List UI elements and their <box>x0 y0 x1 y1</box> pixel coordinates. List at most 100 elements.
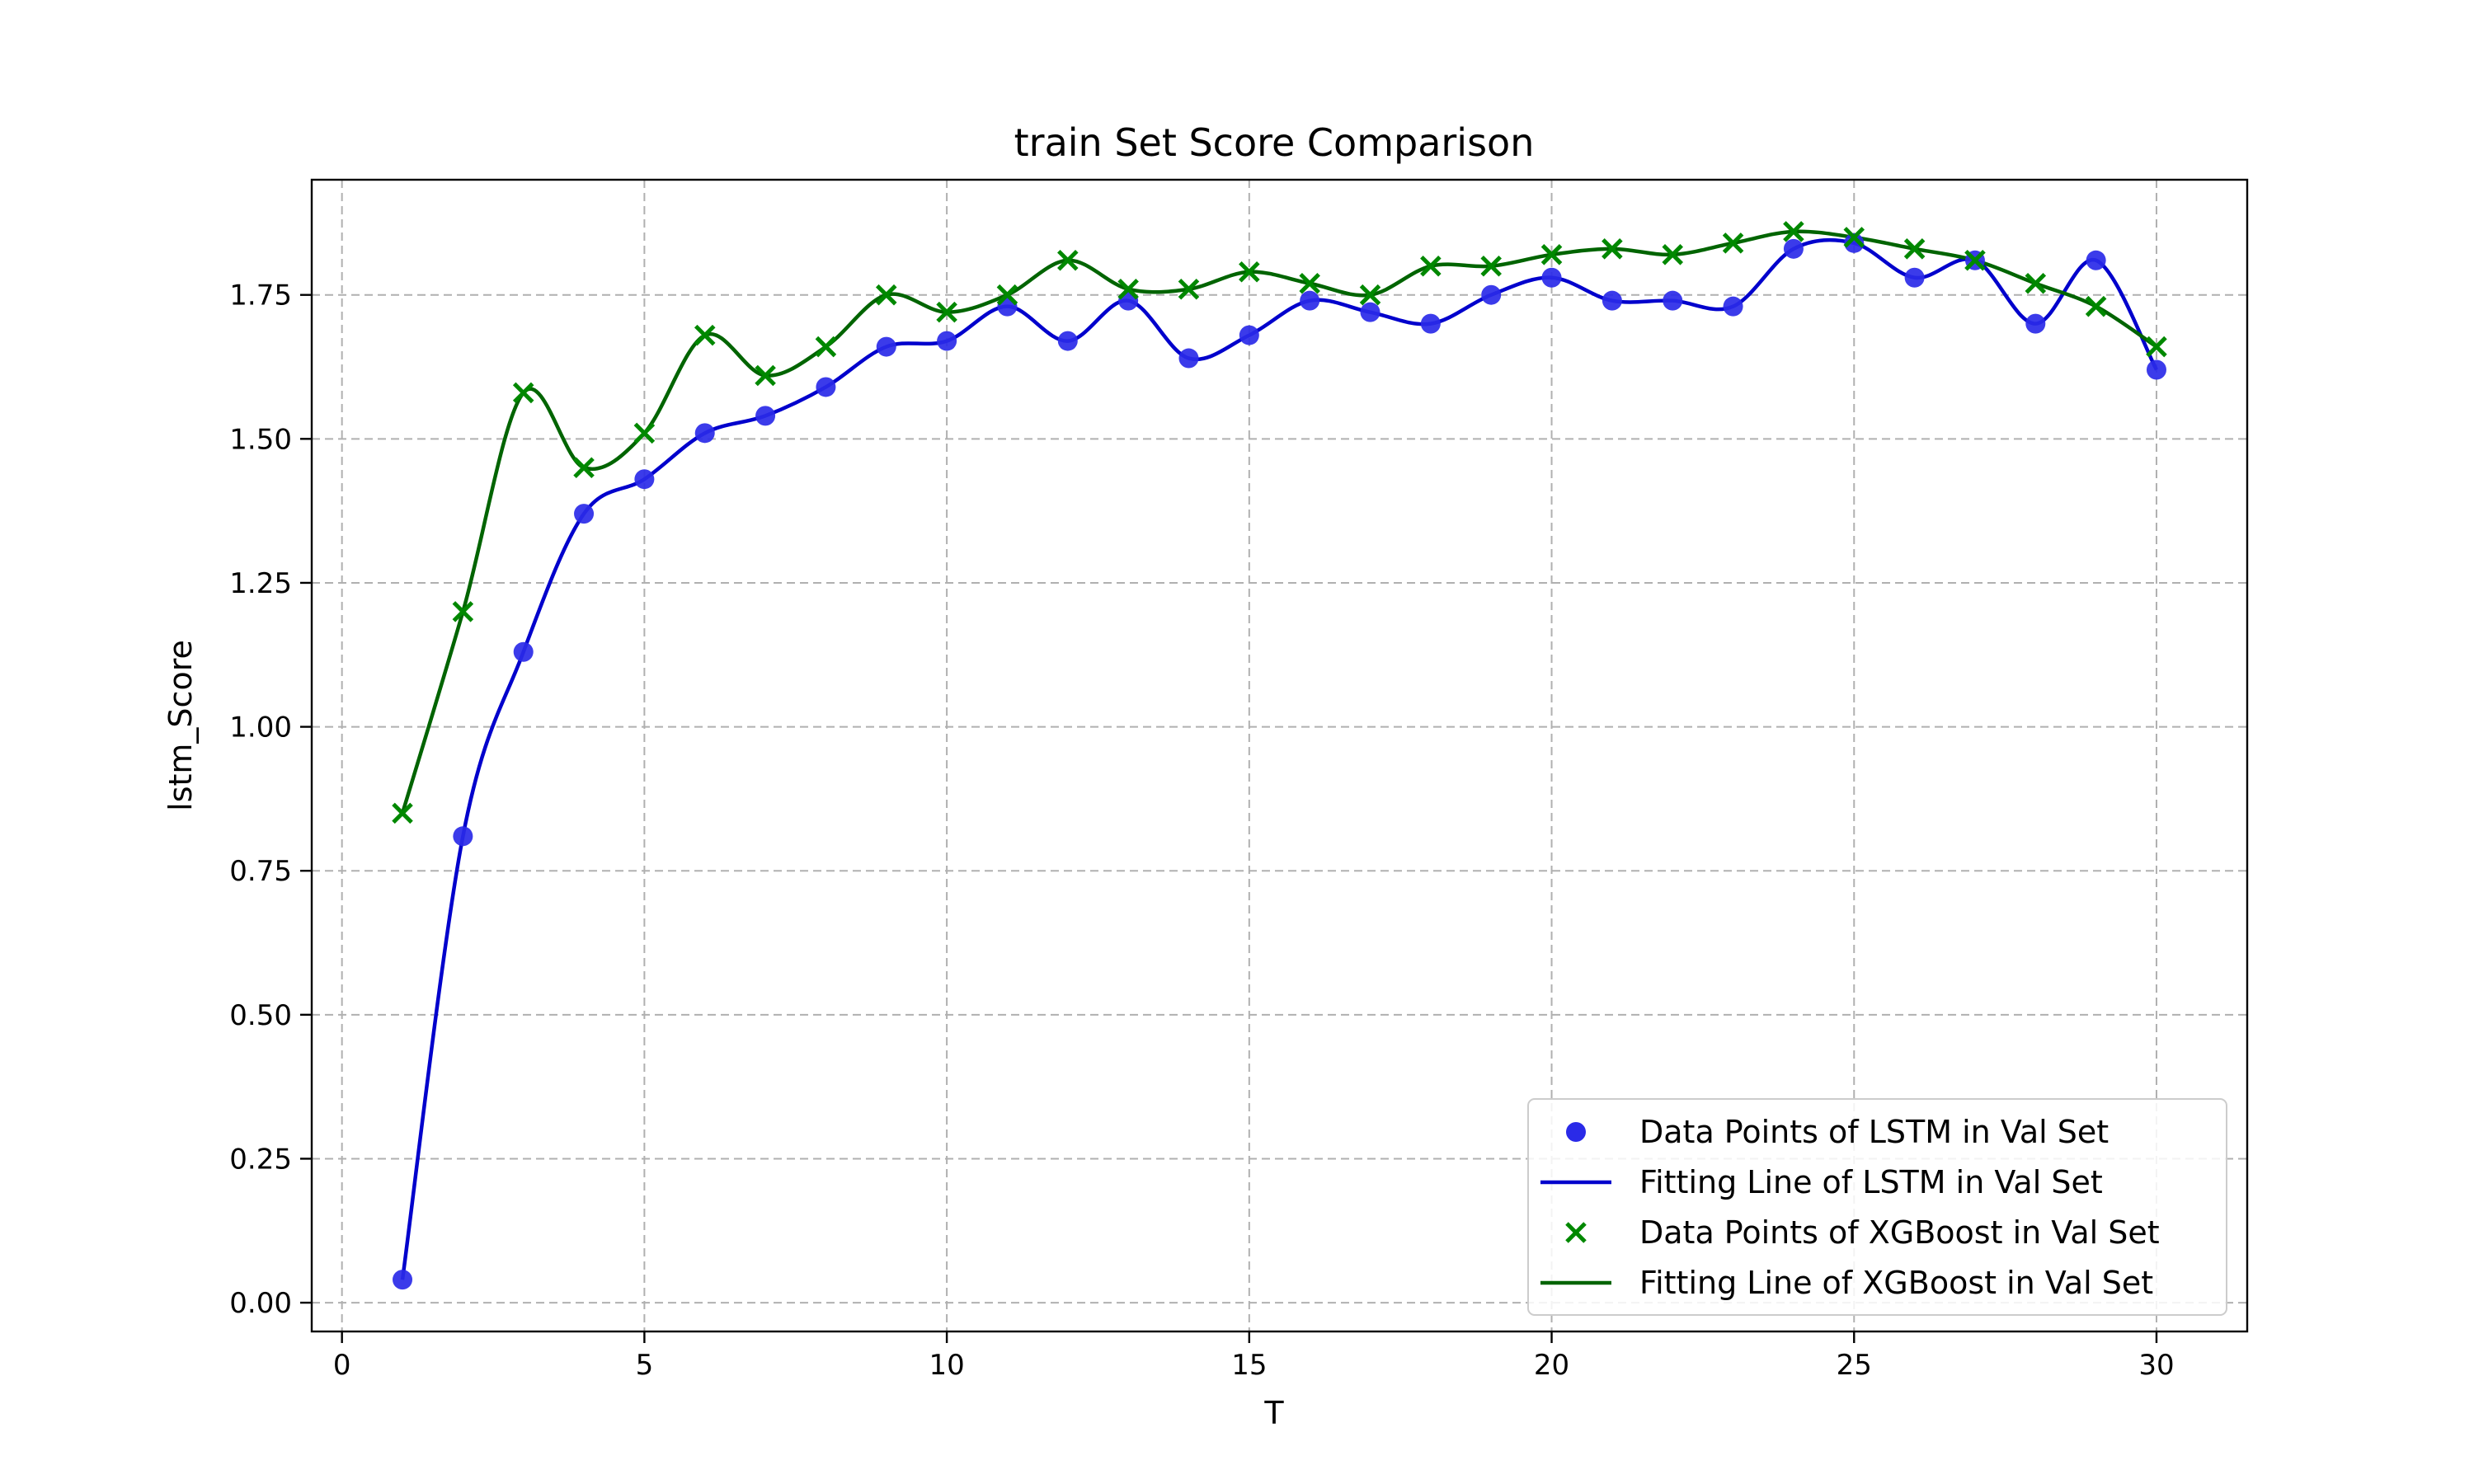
x-marker-stroke <box>1420 256 1442 277</box>
data-point-lstm <box>1904 267 1925 288</box>
data-point-lstm <box>1178 348 1199 369</box>
data-point-lstm <box>1239 325 1259 345</box>
x-marker-stroke <box>936 301 957 323</box>
line-fitting-line-of-lstm-in-val-set <box>400 237 2158 1280</box>
data-point-lstm <box>2086 250 2106 270</box>
x-marker-stroke <box>2085 295 2107 317</box>
x-marker-stroke <box>1117 278 1139 300</box>
x-marker-stroke <box>1964 250 1986 271</box>
data-point-lstm <box>1481 284 1502 305</box>
data-point-xgboost <box>2085 295 2107 317</box>
data-point-xgboost <box>452 601 474 622</box>
chart-title: train Set Score Comparison <box>1014 120 1535 165</box>
data-point-lstm <box>1541 267 1562 288</box>
x-marker-stroke <box>392 802 413 824</box>
legend-circle-handle <box>1566 1122 1586 1142</box>
data-point-xgboost <box>1480 256 1502 277</box>
data-point-lstm <box>1360 302 1380 322</box>
x-axis-label: T <box>1263 1395 1284 1431</box>
data-point-xgboost <box>936 301 957 323</box>
x-marker-stroke <box>1480 256 1502 277</box>
x-tick-label: 0 <box>333 1349 351 1382</box>
data-point-xgboost <box>1117 278 1139 300</box>
x-marker-stroke <box>1722 232 1744 254</box>
data-point-lstm <box>453 826 473 847</box>
data-point-xgboost <box>1783 221 1804 242</box>
data-point-lstm <box>1602 290 1622 311</box>
x-marker-stroke <box>1843 227 1865 248</box>
data-point-lstm <box>816 377 836 397</box>
y-tick-label: 0.75 <box>229 855 292 888</box>
data-point-lstm <box>1057 331 1078 351</box>
x-tick-label: 10 <box>929 1349 964 1382</box>
legend-entry-label: Fitting Line of XGBoost in Val Set <box>1639 1265 2153 1301</box>
x-marker-stroke <box>1359 284 1381 306</box>
x-marker-stroke <box>2025 272 2047 294</box>
data-point-xgboost <box>996 284 1018 306</box>
x-marker-stroke <box>1565 1222 1587 1243</box>
x-marker-stroke <box>2146 336 2167 358</box>
data-point-lstm <box>1783 238 1804 259</box>
data-point-lstm <box>2146 359 2166 380</box>
x-marker-stroke <box>1602 238 1623 260</box>
data-point-xgboost <box>1662 244 1684 265</box>
plot-area-frame <box>310 178 2249 1333</box>
data-point-xgboost <box>875 284 897 306</box>
data-point-xgboost <box>1299 272 1320 294</box>
data-point-xgboost <box>755 364 776 387</box>
data-point-xgboost <box>573 457 595 479</box>
x-marker-stroke <box>1540 244 1563 265</box>
y-tick-label: 1.50 <box>229 423 292 456</box>
x-marker-stroke <box>633 422 656 444</box>
data-point-xgboost <box>1903 238 1926 260</box>
data-point-lstm <box>1723 296 1743 317</box>
series-data-points-of-xgboost-in-val-set <box>392 221 2167 824</box>
data-point-lstm <box>574 504 595 524</box>
x-tick-label: 15 <box>1231 1349 1267 1382</box>
x-marker-stroke <box>755 364 776 387</box>
x-marker-stroke <box>875 284 897 306</box>
data-point-xgboost <box>2025 272 2047 294</box>
x-marker-stroke <box>996 284 1018 306</box>
series-layer <box>392 221 2167 1290</box>
legend: Data Points of LSTM in Val Set Fitting Li… <box>1527 1098 2227 1316</box>
data-point-lstm <box>2025 313 2046 334</box>
data-point-xgboost <box>1540 244 1563 265</box>
x-tick-label: 5 <box>636 1349 654 1382</box>
series-fitting-line-of-lstm-in-val-set <box>400 237 2158 1280</box>
y-tick-label: 0.00 <box>229 1287 292 1320</box>
legend-x-handle <box>1565 1222 1587 1243</box>
data-point-lstm <box>513 641 534 662</box>
x-marker-stroke <box>694 324 716 346</box>
data-point-xgboost <box>1178 278 1200 300</box>
x-marker-stroke <box>1662 244 1684 265</box>
x-marker-stroke <box>512 382 534 404</box>
data-point-xgboost <box>1843 227 1865 248</box>
x-marker-stroke <box>1783 221 1804 242</box>
y-tick-label: 1.75 <box>229 279 292 312</box>
x-tick-label: 20 <box>1534 1349 1569 1382</box>
x-marker-stroke <box>452 601 474 622</box>
data-point-lstm <box>694 423 715 444</box>
data-point-lstm <box>1663 290 1683 311</box>
y-tick-label: 0.25 <box>229 1143 292 1176</box>
data-point-xgboost <box>1239 261 1260 283</box>
data-point-lstm <box>755 406 776 426</box>
data-point-lstm <box>937 331 957 351</box>
data-point-xgboost <box>1057 250 1079 271</box>
data-point-lstm <box>1844 232 1865 253</box>
data-point-lstm <box>634 469 655 490</box>
tick-layer: 0 5 10 15 20 25 30 0.00 0.25 0.50 0.75 1.00 1.25 1.50… <box>229 279 2174 1382</box>
y-tick-label: 1.00 <box>229 711 292 744</box>
data-point-xgboost <box>392 802 413 824</box>
y-tick-label: 1.25 <box>229 567 292 600</box>
x-marker-stroke <box>1239 261 1260 283</box>
data-point-lstm <box>393 1270 413 1290</box>
y-axis-label: lstm_Score <box>162 640 199 811</box>
data-point-xgboost <box>633 422 656 444</box>
y-tick-label: 0.50 <box>229 999 292 1032</box>
data-point-lstm <box>876 336 896 357</box>
data-point-lstm <box>1420 313 1441 334</box>
data-point-xgboost <box>512 382 534 404</box>
